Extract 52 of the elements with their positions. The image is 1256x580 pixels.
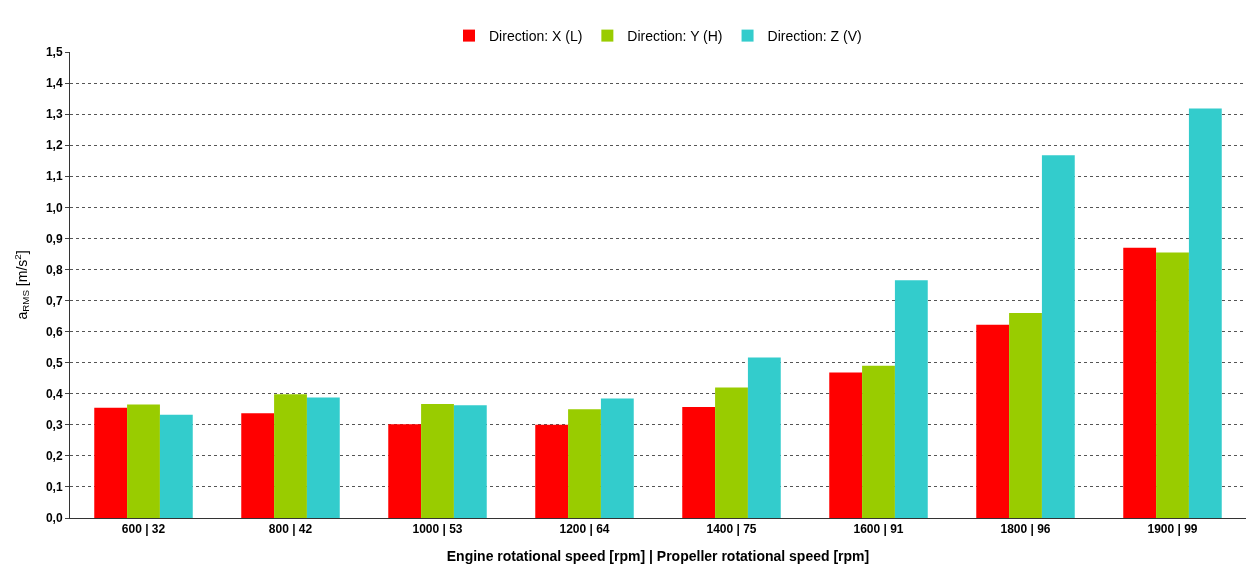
bar (453, 405, 487, 518)
y-tick-label: 0,5 (45, 355, 63, 370)
x-tick-label: 1900 | 99 (1147, 522, 1198, 537)
bar (127, 404, 160, 518)
legend-label: Direction: Y (H) (627, 28, 723, 45)
y-tick-label: 1,0 (45, 200, 63, 215)
y-tick-label: 0,2 (45, 449, 63, 464)
x-tick-label: 1600 | 91 (853, 522, 904, 537)
y-tick-label: 1,1 (45, 169, 63, 184)
y-tick-label: 0,9 (45, 231, 63, 246)
x-tick-label: 600 | 32 (121, 522, 166, 537)
bar (1156, 252, 1189, 518)
bar (747, 357, 781, 518)
bar (568, 409, 601, 518)
x-axis-title: Engine rotational speed [rpm] | Propeller rotational speed [rpm] (446, 547, 870, 564)
x-tick-label: 1200 | 64 (559, 522, 610, 537)
bar (682, 407, 716, 518)
bar (94, 407, 128, 518)
bar (1041, 155, 1075, 518)
bar (306, 397, 340, 518)
legend-label: Direction: Z (V) (767, 28, 862, 45)
x-tick-label: 1800 | 96 (1000, 522, 1051, 537)
bar (241, 413, 275, 518)
bar (274, 394, 307, 518)
y-tick-label: 1,2 (45, 138, 63, 153)
bar (715, 387, 748, 518)
bar (829, 372, 863, 518)
y-tick-label: 1,3 (45, 107, 63, 122)
y-tick-label: 0,6 (45, 324, 63, 339)
bar (600, 398, 634, 518)
bar (535, 424, 569, 518)
bar (894, 280, 928, 518)
y-tick-label: 0,3 (45, 418, 63, 432)
y-tick-label: 0,1 (45, 480, 63, 495)
y-tick-label: 1,4 (45, 76, 63, 91)
bar (1188, 108, 1222, 518)
x-tick-label: 800 | 42 (268, 522, 313, 537)
y-tick-label: 1,5 (45, 45, 63, 60)
x-tick-label: 1400 | 75 (706, 522, 757, 537)
bar (421, 403, 454, 518)
bar (1123, 247, 1157, 518)
y-tick-label: 0,0 (45, 511, 63, 526)
bar (976, 324, 1010, 518)
y-tick-label: 0,7 (45, 293, 63, 308)
legend-label: Direction: X (L) (489, 28, 583, 45)
y-tick-label: 0,4 (45, 386, 63, 401)
bar (1009, 312, 1042, 518)
bar (862, 365, 895, 518)
bar (159, 414, 193, 518)
x-tick-label: 1000 | 53 (412, 522, 463, 537)
bar (388, 424, 422, 518)
y-tick-label: 0,8 (45, 262, 63, 277)
